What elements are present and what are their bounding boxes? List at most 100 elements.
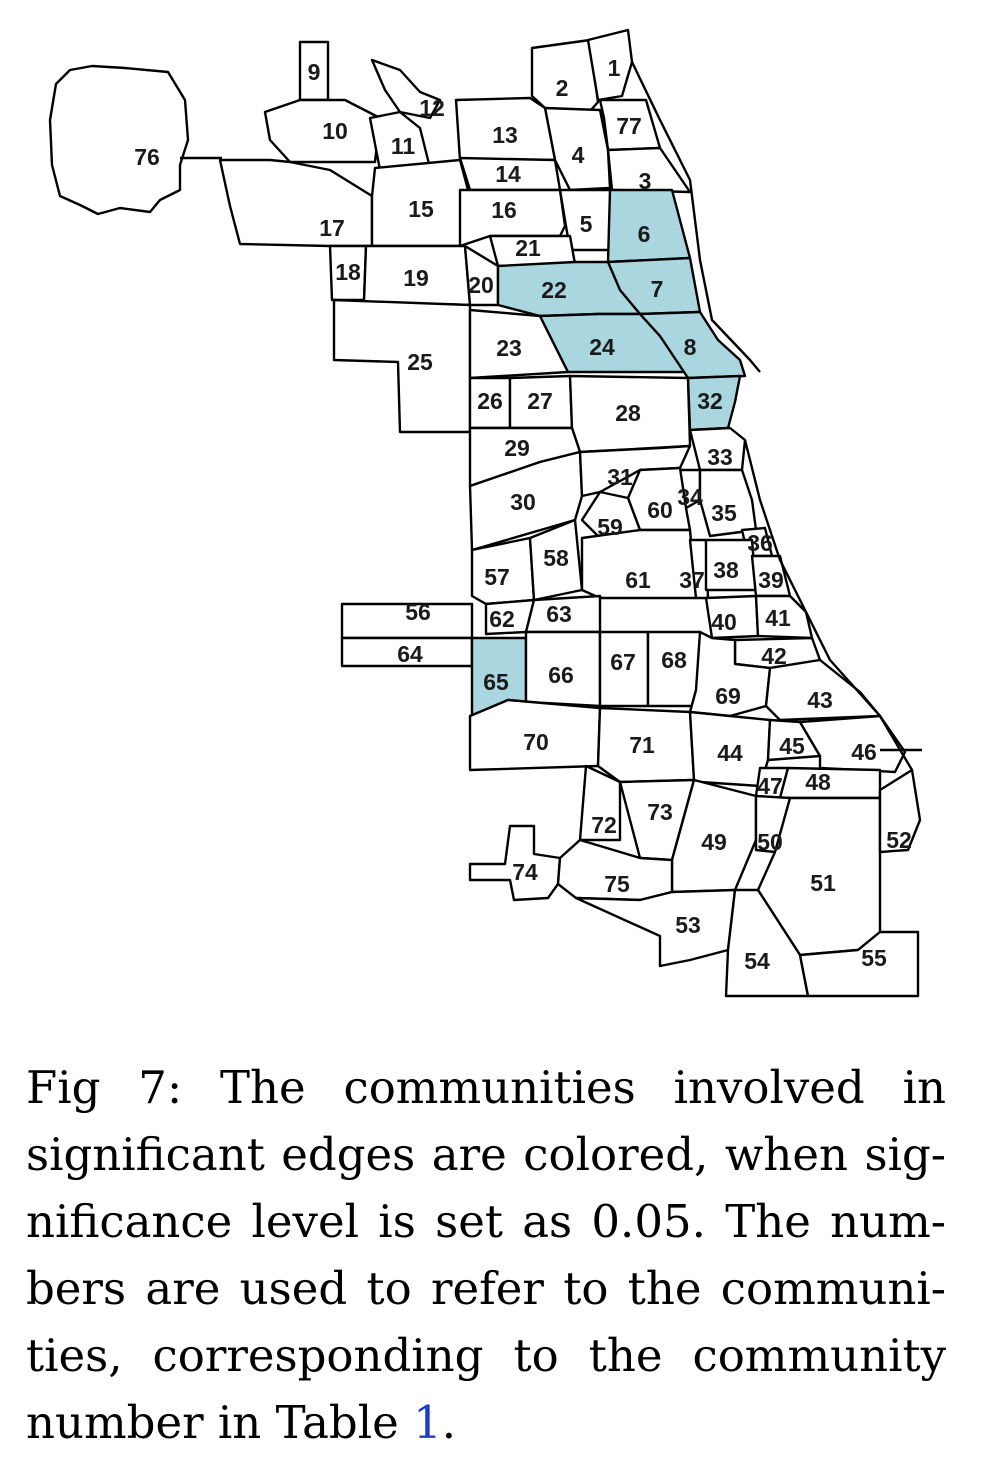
caption-line-1: Fig 7: The communities involved in <box>26 1061 946 1114</box>
community-label-61: 61 <box>625 567 651 593</box>
community-label-5: 5 <box>580 211 593 237</box>
community-label-47: 47 <box>757 773 783 799</box>
community-label-59: 59 <box>597 514 623 540</box>
community-label-20: 20 <box>468 272 494 298</box>
community-label-6: 6 <box>638 221 651 247</box>
community-label-52: 52 <box>886 827 912 853</box>
community-label-53: 53 <box>675 912 701 938</box>
community-label-55: 55 <box>861 945 887 971</box>
community-label-11: 11 <box>391 133 416 159</box>
community-label-48: 48 <box>805 769 831 795</box>
community-label-26: 26 <box>477 388 503 414</box>
table-reference-link[interactable]: 1 <box>413 1396 442 1449</box>
community-41 <box>754 594 814 640</box>
community-label-74: 74 <box>512 859 538 885</box>
community-8 <box>638 310 747 380</box>
community-11 <box>368 110 432 172</box>
community-32 <box>686 374 742 432</box>
community-label-36: 36 <box>747 530 773 556</box>
community-label-56: 56 <box>405 599 431 625</box>
community-label-40: 40 <box>711 609 737 635</box>
community-label-19: 19 <box>403 265 429 291</box>
community-label-75: 75 <box>604 871 630 897</box>
community-label-33: 33 <box>707 444 733 470</box>
community-label-65: 65 <box>483 669 509 695</box>
community-label-51: 51 <box>810 870 836 896</box>
community-label-2: 2 <box>556 75 569 101</box>
community-label-1: 1 <box>608 55 621 81</box>
community-label-7: 7 <box>651 276 664 302</box>
community-17 <box>218 158 374 248</box>
chicago-community-areas-map: 1 2 3 4 5 6 7 8 9 10 11 12 13 14 15 16 17 18 19 20 21 22 23 24 2… <box>48 28 922 998</box>
figure-caption: Fig 7: The communities involved in signi… <box>26 1054 946 1456</box>
community-label-43: 43 <box>807 687 833 713</box>
community-label-68: 68 <box>661 647 687 673</box>
community-label-57: 57 <box>484 564 510 590</box>
community-label-54: 54 <box>744 948 770 974</box>
community-label-66: 66 <box>548 662 574 688</box>
community-label-22: 22 <box>541 277 567 303</box>
lakefront-south <box>743 439 914 771</box>
community-25 <box>332 298 472 434</box>
community-label-14: 14 <box>495 161 521 187</box>
community-label-13: 13 <box>492 122 518 148</box>
community-label-73: 73 <box>647 799 673 825</box>
community-label-21: 21 <box>515 235 541 261</box>
community-label-37: 37 <box>679 567 705 593</box>
community-label-24: 24 <box>589 334 615 360</box>
community-label-72: 72 <box>591 812 617 838</box>
community-label-67: 67 <box>610 649 636 675</box>
community-label-62: 62 <box>489 606 515 632</box>
caption-line-5: ties, corresponding to the community <box>26 1329 946 1382</box>
community-53 <box>574 888 737 968</box>
community-label-29: 29 <box>504 435 530 461</box>
community-label-12: 12 <box>419 95 445 121</box>
community-55 <box>798 930 920 998</box>
community-label-16: 16 <box>491 197 517 223</box>
community-label-35: 35 <box>711 500 737 526</box>
community-label-41: 41 <box>765 605 791 631</box>
community-label-58: 58 <box>543 545 569 571</box>
community-13 <box>454 96 557 162</box>
community-label-63: 63 <box>546 601 572 627</box>
caption-line-3: nificance level is set as 0.05. The num- <box>26 1195 946 1248</box>
community-label-9: 9 <box>308 59 321 85</box>
community-label-60: 60 <box>647 497 673 523</box>
caption-line-6: number in Table 1. <box>26 1389 946 1456</box>
community-3 <box>606 146 692 194</box>
community-label-50: 50 <box>757 829 783 855</box>
community-label-17: 17 <box>319 215 345 241</box>
community-1 <box>586 28 634 102</box>
community-52 <box>878 768 922 854</box>
community-label-42: 42 <box>761 643 787 669</box>
community-label-25: 25 <box>407 349 433 375</box>
community-label-77: 77 <box>616 113 642 139</box>
community-label-15: 15 <box>408 196 434 222</box>
community-label-32: 32 <box>697 388 723 414</box>
community-label-49: 49 <box>701 829 727 855</box>
community-label-27: 27 <box>527 388 553 414</box>
caption-period: . <box>441 1396 457 1449</box>
community-label-18: 18 <box>335 259 361 285</box>
lakefront-edge <box>630 61 761 373</box>
community-label-3: 3 <box>639 168 652 194</box>
community-76 <box>48 64 190 216</box>
community-label-30: 30 <box>510 489 536 515</box>
community-33 <box>688 426 747 472</box>
caption-line-6-text: number in Table <box>26 1396 414 1449</box>
caption-line-4: bers are used to refer to the communi- <box>26 1262 946 1315</box>
community-label-38: 38 <box>713 557 739 583</box>
community-74 <box>468 824 562 902</box>
community-72 <box>578 764 622 842</box>
community-label-64: 64 <box>397 641 423 667</box>
community-label-31: 31 <box>607 464 633 490</box>
community-label-69: 69 <box>715 683 741 709</box>
community-label-28: 28 <box>615 400 641 426</box>
community-label-76: 76 <box>134 144 160 170</box>
community-label-10: 10 <box>322 118 348 144</box>
community-label-45: 45 <box>779 733 805 759</box>
community-label-71: 71 <box>629 732 655 758</box>
community-12 <box>370 58 442 120</box>
